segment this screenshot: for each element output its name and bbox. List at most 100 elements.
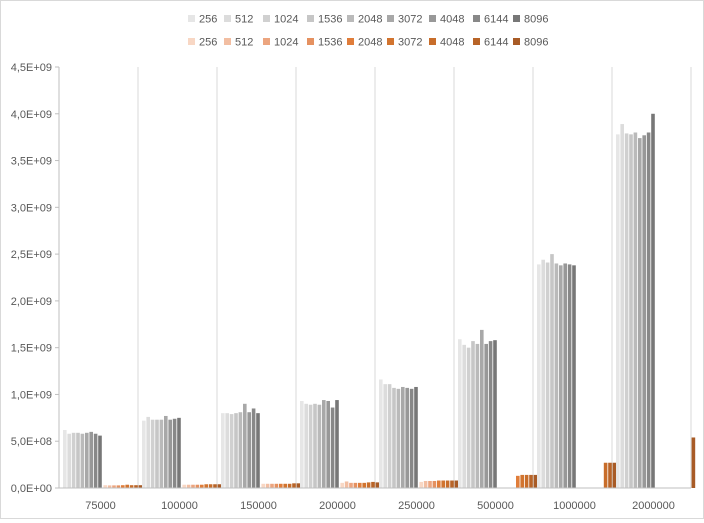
bar-orange-8096-150000	[296, 483, 301, 488]
legend-label: 3072	[398, 14, 422, 26]
bar-gray-1024-250000	[387, 384, 392, 488]
legend-item-orange-6144: 6144	[473, 37, 508, 49]
legend-label: 1024	[274, 14, 298, 26]
bar-gray-256-100000	[142, 420, 146, 488]
bar-gray-8096-150000	[256, 413, 260, 488]
bar-orange-1536-100000	[195, 484, 200, 488]
legend-swatch	[513, 15, 520, 22]
bar-gray-3072-200000	[322, 400, 326, 488]
bar-gray-2048-1000000	[554, 263, 559, 488]
bar-orange-8096-500000	[533, 474, 538, 488]
bar-gray-1024-200000	[308, 404, 313, 488]
bar-orange-6144-150000	[292, 483, 296, 488]
legend-swatch	[307, 15, 314, 22]
bar-gray-4048-150000	[247, 412, 251, 488]
bar-gray-4048-500000	[484, 343, 488, 488]
bar-gray-3072-250000	[401, 386, 405, 488]
bar-gray-4048-100000	[168, 419, 172, 488]
y-tick-label: 3,0E+09	[11, 202, 52, 214]
bar-orange-1536-75000	[116, 485, 121, 488]
y-tick-label: 1,5E+09	[11, 343, 52, 355]
bar-gray-1536-100000	[155, 419, 159, 488]
bar-orange-3072-150000	[283, 483, 287, 488]
legend-swatch	[347, 38, 354, 45]
bar-orange-4048-500000	[524, 474, 529, 488]
y-tick-label: 4,0E+09	[11, 109, 52, 121]
bar-orange-1024-250000	[428, 480, 432, 488]
bar-orange-1024-150000	[270, 483, 274, 488]
bar-orange-256-200000	[340, 482, 344, 488]
bar-gray-6144-150000	[251, 408, 256, 488]
bar-gray-2048-75000	[80, 433, 85, 488]
bar-orange-6144-75000	[134, 485, 138, 488]
bar-orange-2048-250000	[437, 480, 441, 488]
legend-label: 4048	[440, 14, 464, 26]
bar-gray-6144-500000	[488, 341, 493, 488]
x-tick-label: 250000	[398, 500, 435, 512]
legend-swatch	[473, 15, 480, 22]
bar-orange-8096-200000	[375, 482, 380, 488]
legend-item-orange-2048: 2048	[347, 37, 382, 49]
bar-gray-3072-2000000	[638, 138, 642, 488]
bar-gray-1024-150000	[229, 414, 234, 488]
x-tick-label: 1000000	[553, 500, 596, 512]
legend-label: 1024	[274, 37, 298, 49]
bar-gray-6144-2000000	[646, 132, 651, 488]
legend-item-orange-3072: 3072	[387, 37, 422, 49]
legend-item-gray-2048: 2048	[347, 14, 382, 26]
bar-orange-512-200000	[344, 481, 349, 488]
legend-item-orange-1024: 1024	[263, 37, 298, 49]
bar-gray-2048-100000	[159, 419, 164, 488]
y-tick-label: 2,5E+09	[11, 249, 52, 261]
bar-orange-256-75000	[103, 485, 107, 488]
bar-gray-512-150000	[225, 413, 229, 488]
bar-gray-1024-75000	[71, 432, 76, 488]
bar-orange-512-150000	[265, 483, 270, 488]
y-tick-label: 0,0E+00	[11, 483, 52, 495]
bar-gray-1024-500000	[466, 347, 471, 488]
bar-orange-8096-2000000	[691, 437, 696, 488]
legend-item-orange-512: 512	[224, 37, 253, 49]
y-tick-label: 4,5E+09	[11, 62, 52, 74]
bar-gray-3072-100000	[164, 415, 168, 488]
bar-orange-1024-75000	[112, 485, 116, 488]
legend-swatch	[263, 38, 270, 45]
bar-orange-6144-1000000	[608, 462, 612, 488]
legend-label: 1536	[318, 14, 342, 26]
x-tick-label: 100000	[161, 500, 198, 512]
bar-gray-6144-75000	[93, 433, 98, 488]
category-gridlines	[137, 67, 692, 488]
bar-orange-4048-1000000	[603, 462, 608, 488]
legend-swatch	[188, 15, 195, 22]
bar-gray-6144-200000	[330, 407, 335, 488]
bar-gray-1536-2000000	[629, 134, 633, 489]
legend-item-orange-1536: 1536	[307, 37, 342, 49]
bar-gray-512-250000	[383, 384, 387, 488]
bar-orange-3072-500000	[520, 474, 524, 488]
bar-orange-512-250000	[423, 480, 428, 488]
bar-orange-2048-100000	[200, 484, 204, 488]
legend-swatch	[263, 15, 270, 22]
legend-swatch	[307, 38, 314, 45]
bar-gray-512-1000000	[541, 259, 545, 488]
bar-gray-2048-200000	[317, 404, 322, 488]
bar-orange-6144-250000	[450, 480, 454, 488]
bar-gray-512-500000	[462, 344, 466, 488]
bar-orange-4048-75000	[129, 485, 134, 488]
legend-item-gray-8096: 8096	[513, 14, 548, 26]
legend-label: 256	[199, 37, 217, 49]
bar-gray-2048-250000	[396, 388, 401, 488]
bar-orange-4048-100000	[208, 484, 213, 488]
bar-gray-1536-500000	[471, 341, 475, 488]
bar-gray-8096-500000	[493, 340, 497, 488]
bar-gray-6144-100000	[172, 418, 177, 488]
legend: 256 512 1024 1536 2048 3072 4048 6144 8096 256 512…	[188, 14, 548, 49]
legend-label: 4048	[440, 37, 464, 49]
bar-orange-8096-75000	[138, 485, 143, 488]
bar-orange-256-100000	[182, 484, 186, 488]
bar-orange-3072-200000	[362, 482, 366, 488]
bar-gray-1536-150000	[234, 413, 238, 488]
legend-label: 1536	[318, 37, 342, 49]
bar-gray-8096-250000	[414, 386, 418, 488]
